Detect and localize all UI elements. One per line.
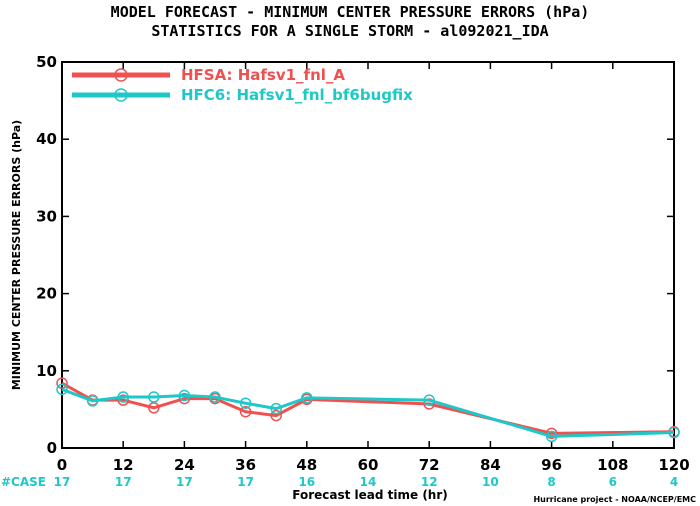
data-point xyxy=(178,392,191,405)
case-count: 16 xyxy=(298,475,315,489)
data-point xyxy=(270,402,282,415)
legend: HFSA: Hafsv1_fnl_A HFC6: Hafsv1_fnl_bf6bu… xyxy=(72,66,413,104)
x-tick-label: 0 xyxy=(57,456,67,474)
case-count: 4 xyxy=(670,475,678,489)
plot-frame xyxy=(61,61,675,449)
data-point xyxy=(148,402,160,414)
y-tick-label: 40 xyxy=(36,130,57,148)
data-point xyxy=(545,430,558,443)
x-axis-ticks: 0 12 24 36 48 60 72 84 96 108 120 xyxy=(57,62,690,474)
x-axis-label: Forecast lead time (hr) xyxy=(292,488,448,502)
y-axis-label: MINIMUM CENTER PRESSURE ERRORS (hPa) xyxy=(10,120,23,390)
data-point xyxy=(178,389,191,402)
data-point xyxy=(423,394,435,406)
series-line xyxy=(61,381,675,435)
x-tick-label: 36 xyxy=(235,456,256,474)
y-tick-label: 20 xyxy=(36,285,57,303)
series-2 xyxy=(56,383,680,443)
series-1 xyxy=(56,377,680,440)
legend-marker xyxy=(114,68,128,82)
case-count: 10 xyxy=(482,475,499,489)
case-count: 17 xyxy=(54,475,71,489)
data-point xyxy=(117,394,129,406)
data-point xyxy=(301,392,313,404)
x-tick-label: 96 xyxy=(541,456,562,474)
legend-label: HFSA: Hafsv1_fnl_A xyxy=(181,66,345,84)
case-count: 17 xyxy=(237,475,254,489)
case-counts: #CASE 17 17 17 17 16 14 12 10 8 6 4 xyxy=(1,475,678,489)
case-count: 12 xyxy=(421,475,438,489)
data-point xyxy=(239,405,252,418)
data-point xyxy=(545,427,558,440)
case-count: 8 xyxy=(547,475,555,489)
data-point xyxy=(270,409,282,422)
x-tick-label: 60 xyxy=(358,456,379,474)
credit-text: Hurricane project - NOAA/NCEP/EMC xyxy=(533,495,696,504)
data-point xyxy=(148,391,160,403)
x-tick-label: 48 xyxy=(296,456,317,474)
data-point xyxy=(86,395,99,407)
y-tick-label: 10 xyxy=(36,362,57,380)
y-tick-label: 50 xyxy=(36,53,57,71)
case-count: 17 xyxy=(176,475,193,489)
legend-marker xyxy=(114,88,128,102)
chart-subtitle: STATISTICS FOR A SINGLE STORM - al092021… xyxy=(151,22,548,40)
x-tick-label: 12 xyxy=(113,456,134,474)
case-label: #CASE xyxy=(1,475,46,489)
data-point xyxy=(209,391,221,403)
data-point xyxy=(56,377,68,389)
x-tick-label: 120 xyxy=(658,456,689,474)
data-point xyxy=(56,383,68,396)
case-count: 17 xyxy=(115,475,132,489)
legend-label: HFC6: Hafsv1_fnl_bf6bugfix xyxy=(181,86,413,104)
x-tick-label: 72 xyxy=(419,456,440,474)
y-tick-label: 30 xyxy=(36,207,57,225)
x-tick-label: 84 xyxy=(480,456,501,474)
data-point xyxy=(239,397,252,409)
y-axis-ticks: 0 10 20 30 40 50 xyxy=(36,53,674,457)
series-layer xyxy=(56,377,680,443)
case-count: 14 xyxy=(360,475,377,489)
data-point xyxy=(117,391,129,403)
plot-area-border xyxy=(61,61,675,449)
data-point xyxy=(668,426,680,439)
y-tick-label: 0 xyxy=(47,439,57,457)
x-tick-label: 24 xyxy=(174,456,195,474)
x-tick-label: 108 xyxy=(597,456,628,474)
case-count: 6 xyxy=(609,475,617,489)
chart-title: MODEL FORECAST - MINIMUM CENTER PRESSURE… xyxy=(111,3,590,21)
